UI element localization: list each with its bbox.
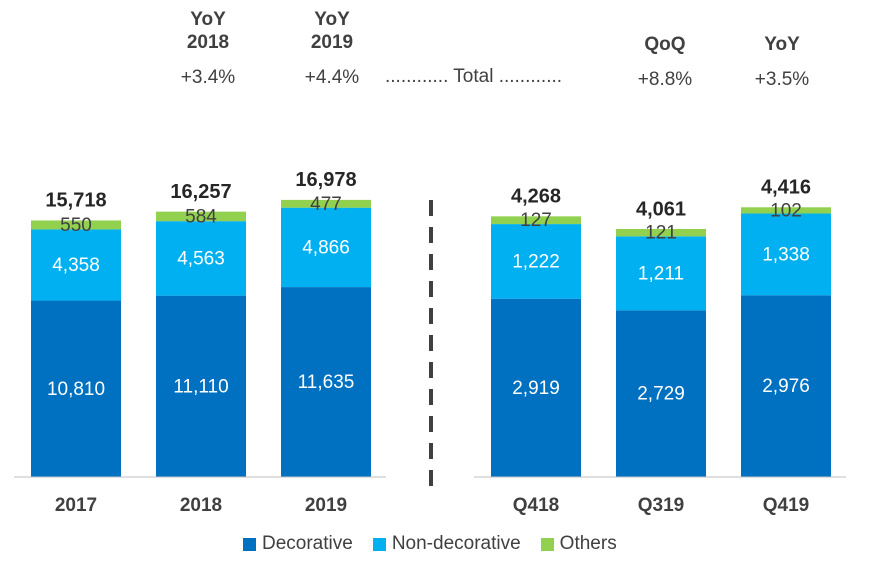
bar-others xyxy=(616,228,706,237)
legend-label: Others xyxy=(559,533,617,554)
total-label: 4,416 xyxy=(761,177,811,199)
header-value: +3.5% xyxy=(754,69,810,90)
data-label: 127 xyxy=(520,210,552,231)
data-label: 11,110 xyxy=(173,376,228,397)
tick-label: 2019 xyxy=(305,495,347,516)
bar-decorative xyxy=(616,310,706,477)
data-label: 1,222 xyxy=(512,251,560,272)
bar-decorative xyxy=(491,298,581,477)
header-yoy-q4: YoY +3.5% xyxy=(722,33,842,91)
tick-label: Q419 xyxy=(763,495,809,516)
bar-decorative xyxy=(741,295,831,477)
data-label: 10,810 xyxy=(47,379,105,400)
data-label: 1,211 xyxy=(638,263,684,284)
data-label: 2,976 xyxy=(762,376,810,397)
total-label: 15,718 xyxy=(45,190,106,212)
bar-others xyxy=(281,199,371,208)
header-title-line1: YoY xyxy=(764,34,800,55)
total-label: ............ Total ............ xyxy=(385,66,563,87)
data-label: 4,358 xyxy=(52,255,100,276)
bar-others xyxy=(31,220,121,230)
data-label: 102 xyxy=(770,200,802,221)
bar-decorative xyxy=(281,287,371,477)
legend-swatch xyxy=(243,537,256,551)
bar-non-decorative xyxy=(31,229,121,301)
data-label: 121 xyxy=(645,223,677,244)
tick-label: Q418 xyxy=(513,495,559,516)
bar-non-decorative xyxy=(281,207,371,288)
legend-item-decorative: Decorative xyxy=(243,533,353,555)
header-qoq: QoQ +8.8% xyxy=(605,33,725,91)
tick-label: 2018 xyxy=(180,495,222,516)
legend-item-non-decorative: Non-decorative xyxy=(372,533,521,555)
tick-label: Q319 xyxy=(638,495,684,516)
legend-label: Decorative xyxy=(262,533,353,554)
bar-non-decorative xyxy=(156,221,246,296)
header-value: +3.4% xyxy=(180,67,236,88)
data-label: 477 xyxy=(310,194,342,215)
data-label: 1,338 xyxy=(762,244,810,265)
total-label: 4,268 xyxy=(511,186,561,208)
data-label: 4,866 xyxy=(302,237,350,258)
legend: Decorative Non-decorative Others xyxy=(243,533,617,555)
legend-swatch xyxy=(372,537,386,551)
total-label: 16,978 xyxy=(295,169,356,191)
tick-label: 2017 xyxy=(55,495,97,516)
data-label: 4,563 xyxy=(177,248,225,269)
data-label: 584 xyxy=(185,206,217,227)
header-title-line1: YoY xyxy=(190,9,226,30)
total-label: 16,257 xyxy=(170,181,231,203)
legend-item-others: Others xyxy=(540,533,617,555)
data-label: 11,635 xyxy=(298,372,355,393)
legend-swatch xyxy=(540,537,554,551)
bar-non-decorative xyxy=(616,236,706,311)
total-label: 4,061 xyxy=(636,198,686,220)
bar-decorative xyxy=(156,295,246,477)
header-value: +4.4% xyxy=(304,67,360,88)
header-value: +8.8% xyxy=(637,69,693,90)
data-label: 2,729 xyxy=(637,384,685,405)
bar-non-decorative xyxy=(741,213,831,296)
header-title-line2: 2019 xyxy=(310,32,354,53)
data-label: 2,919 xyxy=(512,378,560,399)
header-title-line2: 2018 xyxy=(186,32,230,53)
bar-decorative xyxy=(31,300,121,477)
bar-non-decorative xyxy=(491,224,581,299)
header-yoy-2018: YoY 2018 +3.4% xyxy=(148,8,268,89)
header-title-line1: QoQ xyxy=(644,34,686,55)
bar-others xyxy=(741,207,831,214)
header-yoy-2019: YoY 2019 +4.4% xyxy=(272,8,392,89)
bar-others xyxy=(156,211,246,222)
bar-others xyxy=(491,216,581,225)
data-label: 550 xyxy=(60,215,92,236)
legend-label: Non-decorative xyxy=(391,533,521,554)
header-title-line1: YoY xyxy=(314,9,350,30)
